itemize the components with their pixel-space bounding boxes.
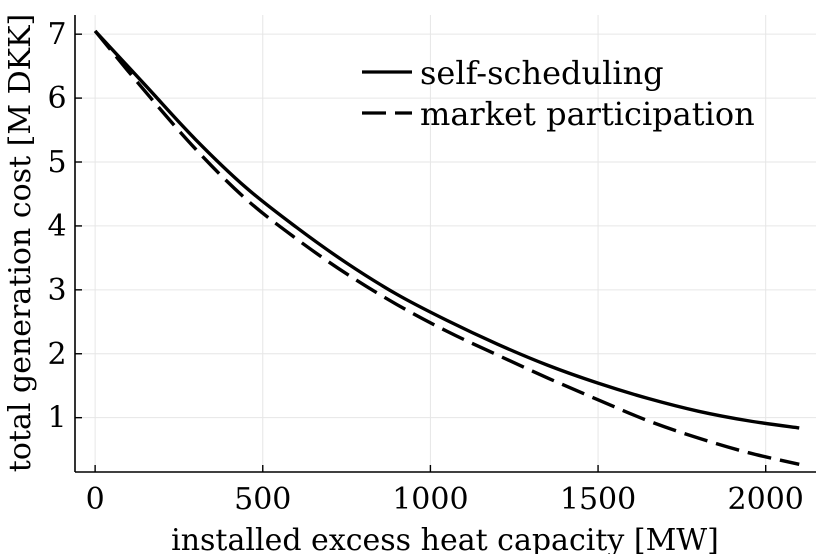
y-tick-label-2: 3 xyxy=(47,273,66,308)
legend-label-self-scheduling: self-scheduling xyxy=(420,54,664,92)
y-tick-label-6: 7 xyxy=(47,17,66,52)
series-group xyxy=(93,29,800,466)
y-tick-label-4: 5 xyxy=(47,145,66,180)
grid-lines xyxy=(75,15,816,472)
x-tick-label-0: 0 xyxy=(86,482,105,517)
x-tick-label-4: 2000 xyxy=(728,482,804,517)
series-line-self-scheduling xyxy=(93,29,800,430)
y-tick-label-5: 6 xyxy=(47,81,66,116)
x-tick-label-2: 1000 xyxy=(392,482,468,517)
y-tick-label-3: 4 xyxy=(47,209,66,244)
legend-label-market-participation: market participation xyxy=(420,95,755,133)
x-axis-title: installed excess heat capacity [MW] xyxy=(171,523,719,554)
x-tick-label-3: 1500 xyxy=(560,482,636,517)
y-tick-label-0: 1 xyxy=(47,401,66,436)
x-tick-label-1: 500 xyxy=(234,482,291,517)
axis-ticks: 0 500 1000 1500 2000 1 2 3 4 5 6 7 xyxy=(47,17,803,517)
y-tick-label-1: 2 xyxy=(47,337,66,372)
legend: self-scheduling market participation xyxy=(362,54,755,133)
y-axis-title: total generation cost [M DKK] xyxy=(3,14,38,472)
